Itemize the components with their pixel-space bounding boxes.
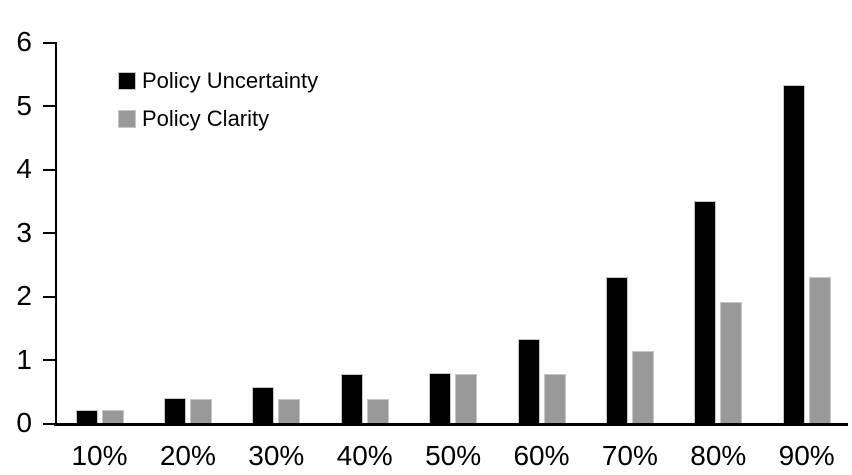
y-axis-tick bbox=[43, 232, 55, 234]
bar-policy-uncertainty-40 bbox=[340, 374, 363, 423]
bar-policy-uncertainty-60 bbox=[517, 339, 540, 423]
bar-policy-uncertainty-30 bbox=[252, 387, 275, 423]
bar-policy-uncertainty-50 bbox=[429, 373, 452, 423]
y-axis-tick-label: 0 bbox=[16, 407, 32, 438]
x-axis-label-30: 30% bbox=[248, 440, 305, 471]
bar-policy-clarity-90 bbox=[808, 277, 831, 423]
y-axis-tick bbox=[43, 359, 55, 361]
y-axis-tick-label: 1 bbox=[16, 343, 32, 375]
y-axis-tick-label: 2 bbox=[16, 280, 32, 311]
bar-policy-uncertainty-90 bbox=[782, 85, 805, 423]
y-axis-tick-label: 4 bbox=[16, 153, 32, 184]
y-axis-tick bbox=[43, 105, 55, 107]
y-axis-tick bbox=[43, 422, 55, 425]
x-axis-label-80: 80% bbox=[690, 440, 747, 471]
bar-policy-clarity-70 bbox=[631, 351, 654, 423]
chart-legend: Policy Uncertainty Policy Clarity bbox=[118, 63, 318, 139]
legend-label-policy-uncertainty: Policy Uncertainty bbox=[142, 68, 319, 93]
bar-policy-uncertainty-70 bbox=[605, 277, 628, 423]
bar-policy-clarity-20 bbox=[189, 399, 212, 423]
legend-item-policy-clarity: Policy Clarity bbox=[118, 101, 318, 137]
y-axis-tick bbox=[43, 41, 55, 44]
bar-policy-clarity-80 bbox=[720, 302, 743, 423]
y-axis-line bbox=[55, 42, 57, 425]
y-axis-tick-label: 3 bbox=[16, 216, 32, 248]
y-axis-tick bbox=[43, 295, 55, 298]
bar-policy-clarity-30 bbox=[278, 399, 301, 423]
y-axis-tick bbox=[43, 168, 55, 171]
legend-item-policy-uncertainty: Policy Uncertainty bbox=[118, 63, 318, 99]
bar-policy-clarity-50 bbox=[455, 374, 478, 423]
legend-swatch-policy-uncertainty bbox=[118, 72, 136, 90]
x-axis-label-10: 10% bbox=[71, 440, 128, 471]
legend-label-policy-clarity: Policy Clarity bbox=[142, 106, 270, 131]
x-axis-label-70: 70% bbox=[601, 440, 658, 471]
x-axis-label-60: 60% bbox=[513, 440, 570, 471]
x-axis-line bbox=[54, 423, 848, 426]
bar-policy-uncertainty-20 bbox=[163, 398, 186, 423]
bar-policy-clarity-60 bbox=[543, 374, 566, 423]
y-axis-tick-label: 6 bbox=[16, 26, 32, 57]
bar-policy-uncertainty-10 bbox=[75, 410, 98, 423]
bar-policy-clarity-10 bbox=[101, 410, 124, 423]
bar-policy-uncertainty-80 bbox=[694, 201, 717, 423]
bar-policy-clarity-40 bbox=[366, 399, 389, 423]
x-axis-label-90: 90% bbox=[778, 440, 835, 471]
x-axis-label-40: 40% bbox=[336, 440, 393, 471]
y-axis-tick-label: 5 bbox=[16, 89, 32, 121]
x-axis-label-50: 50% bbox=[425, 440, 482, 471]
x-axis-label-20: 20% bbox=[159, 440, 216, 471]
legend-swatch-policy-clarity bbox=[118, 110, 136, 128]
